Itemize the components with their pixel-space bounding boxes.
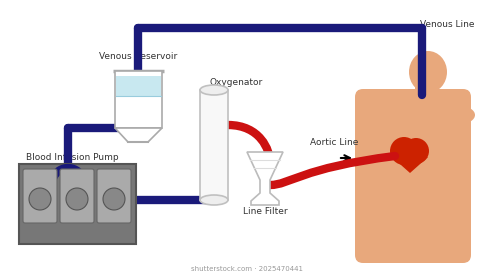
- FancyBboxPatch shape: [97, 169, 131, 223]
- Ellipse shape: [200, 85, 228, 95]
- FancyBboxPatch shape: [355, 89, 471, 263]
- FancyBboxPatch shape: [19, 164, 136, 244]
- Circle shape: [29, 188, 51, 210]
- Ellipse shape: [355, 101, 385, 119]
- Text: Aortic Line: Aortic Line: [310, 138, 358, 147]
- Text: Blood Infusion Pump: Blood Infusion Pump: [26, 153, 118, 162]
- Bar: [115, 71, 162, 128]
- Text: shutterstock.com · 2025470441: shutterstock.com · 2025470441: [191, 266, 303, 272]
- Ellipse shape: [200, 195, 228, 205]
- Bar: [200, 90, 228, 200]
- Circle shape: [103, 188, 125, 210]
- Circle shape: [66, 188, 88, 210]
- Polygon shape: [392, 157, 428, 173]
- Text: Venous Reservoir: Venous Reservoir: [99, 52, 177, 61]
- Polygon shape: [365, 97, 460, 255]
- Polygon shape: [115, 128, 162, 142]
- FancyBboxPatch shape: [23, 169, 57, 223]
- Text: Line Filter: Line Filter: [243, 207, 288, 216]
- Circle shape: [390, 137, 418, 165]
- FancyBboxPatch shape: [60, 169, 94, 223]
- Ellipse shape: [445, 106, 475, 124]
- Bar: [116, 76, 161, 96]
- Bar: [415, 85, 435, 100]
- Text: Oxygenator: Oxygenator: [209, 78, 262, 87]
- Polygon shape: [247, 152, 283, 205]
- Circle shape: [403, 138, 429, 164]
- Text: Venous Line: Venous Line: [420, 20, 475, 29]
- Ellipse shape: [409, 51, 447, 93]
